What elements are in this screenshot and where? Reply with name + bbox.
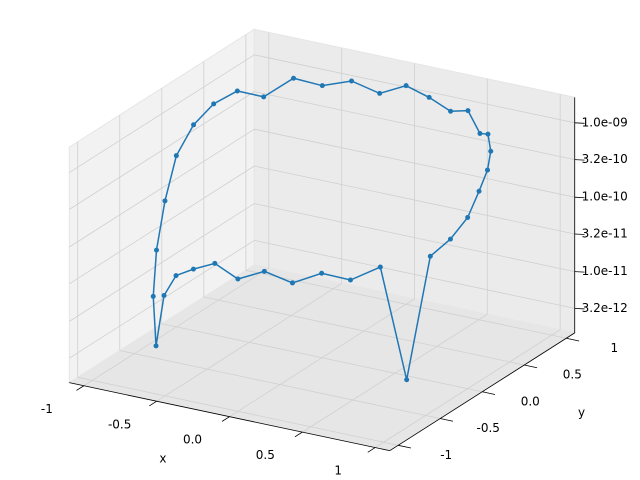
data-point xyxy=(403,83,409,89)
data-point xyxy=(212,260,218,266)
tick-mark xyxy=(574,233,585,235)
tick-mark xyxy=(524,364,538,369)
tick-mark xyxy=(76,385,85,391)
grid-line xyxy=(69,128,255,248)
data-point xyxy=(426,94,432,100)
z-tick-label: 1.0e-10 xyxy=(582,190,628,204)
data-point xyxy=(319,83,325,89)
data-point xyxy=(448,108,454,114)
z-tick-label: 3.2e-12 xyxy=(582,301,628,315)
grid-line xyxy=(69,54,255,173)
z-tick-label: 1.0e-09 xyxy=(582,115,628,129)
data-point xyxy=(173,153,179,159)
data-point xyxy=(150,293,156,299)
data-point xyxy=(377,264,383,270)
data-point xyxy=(347,277,353,283)
data-point xyxy=(162,198,168,204)
data-point xyxy=(485,131,491,137)
data-point xyxy=(404,377,410,383)
grid-line xyxy=(69,91,255,210)
grid-line xyxy=(254,128,575,198)
tick-mark xyxy=(566,337,580,342)
tick-mark xyxy=(149,400,157,407)
x-tick-label: 0.5 xyxy=(256,448,275,462)
data-point xyxy=(154,247,160,253)
y-tick-label: -1 xyxy=(440,448,452,462)
grid-line xyxy=(69,203,255,322)
tick-mark xyxy=(574,196,585,199)
tick-mark xyxy=(574,122,585,124)
data-point xyxy=(191,122,197,128)
data-point xyxy=(211,101,217,107)
data-point xyxy=(153,343,159,349)
x-tick-label: 0.0 xyxy=(183,433,202,447)
y-axis-label: y xyxy=(578,405,585,419)
data-point xyxy=(484,167,490,173)
data-point xyxy=(488,148,494,154)
grid-line xyxy=(119,350,441,419)
data-point xyxy=(465,108,471,114)
data-point xyxy=(190,266,196,272)
data-point xyxy=(377,90,383,96)
grid-line xyxy=(254,91,575,161)
x-tick-label: 1 xyxy=(334,464,342,478)
grid-line xyxy=(254,54,575,124)
y-tick-label: 0.0 xyxy=(521,394,540,408)
data-point xyxy=(261,94,267,100)
x-axis-line xyxy=(69,382,390,452)
tick-mark xyxy=(482,391,496,395)
grid-line xyxy=(69,240,255,359)
y-tick-label: 1 xyxy=(611,341,619,355)
data-point xyxy=(465,215,471,221)
tick-mark xyxy=(574,308,585,310)
data-point xyxy=(447,236,453,242)
grid-line xyxy=(161,323,483,393)
grid-line xyxy=(245,269,567,339)
data-point xyxy=(261,268,267,274)
tick-mark xyxy=(294,431,303,438)
data-point xyxy=(476,188,482,194)
tick-mark xyxy=(440,418,454,422)
data-point xyxy=(349,78,355,84)
data-point xyxy=(235,276,241,282)
x-tick-label: -1 xyxy=(41,402,53,416)
tick-mark xyxy=(221,416,230,422)
grid-line xyxy=(203,296,525,366)
data-point xyxy=(477,130,483,136)
data-point xyxy=(234,88,240,94)
data-point xyxy=(289,280,295,286)
data-point xyxy=(319,270,325,276)
grid-line xyxy=(69,165,255,285)
tick-mark xyxy=(574,159,585,161)
y-tick-label: -0.5 xyxy=(477,421,500,435)
z-tick-label: 3.2e-10 xyxy=(582,152,628,166)
data-point xyxy=(427,253,433,259)
grid-line xyxy=(77,376,399,446)
grid-line xyxy=(254,165,575,235)
data-point xyxy=(173,273,179,279)
data-point xyxy=(291,75,297,81)
z-tick-label: 1.0e-11 xyxy=(582,264,628,278)
grid-line xyxy=(254,203,575,272)
tick-mark xyxy=(574,271,585,273)
tick-mark xyxy=(398,444,412,449)
grid-line xyxy=(254,240,575,309)
x-tick-label: -0.5 xyxy=(108,417,131,431)
y-tick-label: 0.5 xyxy=(563,368,582,382)
x-axis-label: x xyxy=(159,452,166,466)
z-tick-label: 3.2e-11 xyxy=(582,227,628,241)
tick-mark xyxy=(367,447,376,453)
y-axis-line xyxy=(389,332,575,452)
data-point xyxy=(161,293,167,299)
